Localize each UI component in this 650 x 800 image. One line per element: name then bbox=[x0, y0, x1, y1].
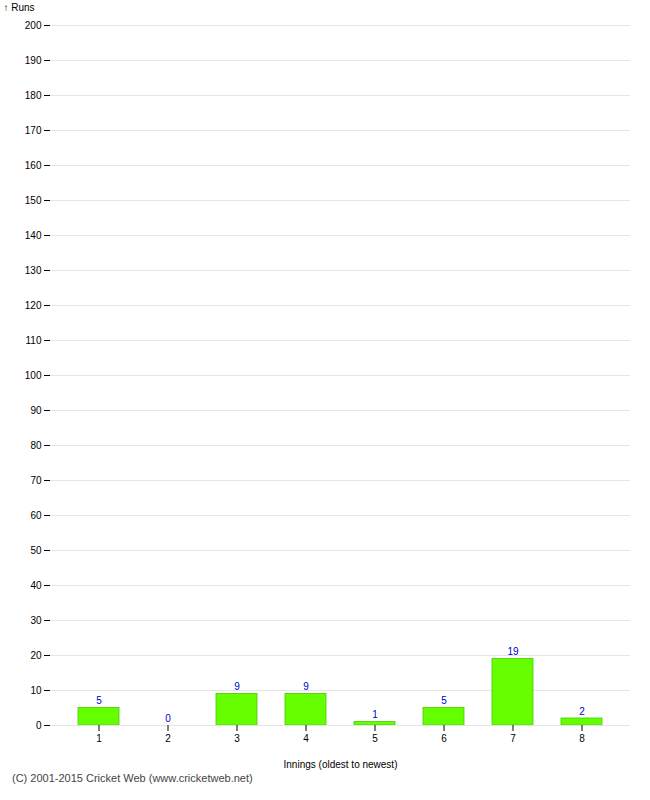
svg-text:↑ Runs: ↑ Runs bbox=[4, 2, 35, 13]
svg-text:5: 5 bbox=[441, 695, 447, 706]
svg-text:4: 4 bbox=[303, 733, 309, 744]
svg-text:2: 2 bbox=[579, 706, 585, 717]
svg-text:6: 6 bbox=[441, 733, 447, 744]
svg-text:0: 0 bbox=[165, 713, 171, 724]
svg-text:70: 70 bbox=[30, 475, 42, 486]
svg-text:190: 190 bbox=[25, 55, 42, 66]
svg-text:1: 1 bbox=[96, 733, 102, 744]
svg-text:Innings (oldest to newest): Innings (oldest to newest) bbox=[284, 759, 398, 770]
svg-text:160: 160 bbox=[25, 160, 42, 171]
svg-text:100: 100 bbox=[25, 370, 42, 381]
svg-text:20: 20 bbox=[30, 650, 42, 661]
svg-text:0: 0 bbox=[36, 720, 42, 731]
svg-text:120: 120 bbox=[25, 300, 42, 311]
svg-text:7: 7 bbox=[510, 733, 516, 744]
svg-text:170: 170 bbox=[25, 125, 42, 136]
svg-text:5: 5 bbox=[96, 695, 102, 706]
svg-text:90: 90 bbox=[30, 405, 42, 416]
svg-text:8: 8 bbox=[579, 733, 585, 744]
html-text:(C) 2001-2015 Cricket Web (www: (C) 2001-2015 Cricket Web (www.cricketwe… bbox=[12, 772, 253, 784]
svg-text:5: 5 bbox=[372, 733, 378, 744]
svg-text:60: 60 bbox=[30, 510, 42, 521]
svg-text:80: 80 bbox=[30, 440, 42, 451]
svg-text:30: 30 bbox=[30, 615, 42, 626]
svg-text:1: 1 bbox=[372, 709, 378, 720]
svg-text:140: 140 bbox=[25, 230, 42, 241]
svg-text:3: 3 bbox=[234, 733, 240, 744]
svg-text:40: 40 bbox=[30, 580, 42, 591]
svg-text:9: 9 bbox=[303, 681, 309, 692]
svg-text:50: 50 bbox=[30, 545, 42, 556]
svg-text:9: 9 bbox=[234, 681, 240, 692]
svg-text:2: 2 bbox=[165, 733, 171, 744]
svg-text:200: 200 bbox=[25, 20, 42, 31]
svg-text:130: 130 bbox=[25, 265, 42, 276]
svg-text:19: 19 bbox=[507, 646, 519, 657]
svg-text:10: 10 bbox=[30, 685, 42, 696]
svg-text:110: 110 bbox=[26, 335, 42, 346]
svg-text:150: 150 bbox=[25, 195, 42, 206]
svg-text:180: 180 bbox=[25, 90, 42, 101]
